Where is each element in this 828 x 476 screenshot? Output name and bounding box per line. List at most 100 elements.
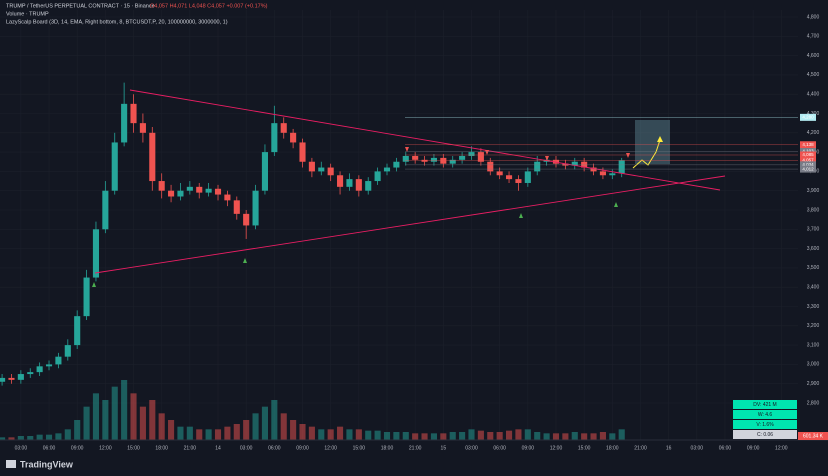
candle-body	[290, 132, 297, 143]
candle-body	[515, 179, 522, 183]
candle-body	[0, 377, 6, 382]
volume-bar	[618, 429, 625, 440]
price-tag: 4,138	[802, 142, 814, 147]
candle-body	[393, 161, 400, 168]
candle-body	[449, 159, 456, 164]
candle-body	[402, 155, 409, 162]
candle-body	[459, 155, 466, 160]
volume-bar	[186, 426, 193, 440]
volume-bar	[0, 437, 6, 440]
volume-bar	[139, 406, 146, 440]
candle-body	[261, 152, 269, 191]
volume-bar	[327, 429, 334, 440]
volume-bar	[74, 420, 81, 440]
candle-body	[468, 152, 475, 156]
volume-bar	[337, 426, 344, 440]
price-tag: 4,057	[802, 158, 814, 163]
y-tick-label: 3,100	[807, 342, 820, 348]
y-tick-label: 3,700	[807, 227, 820, 233]
y-tick-label: 4,400	[807, 92, 820, 98]
y-tick-label: 4,300	[807, 111, 820, 117]
candle-body	[477, 152, 484, 162]
volume-bar	[487, 432, 494, 440]
candle-body	[412, 155, 419, 160]
candle-body	[158, 181, 165, 191]
candle-body	[149, 132, 156, 182]
x-tick-label: 21:00	[409, 445, 422, 451]
brand[interactable]: TradingView	[20, 459, 74, 469]
candle-body	[505, 175, 513, 180]
volume-bar	[214, 429, 222, 440]
volume-bar	[168, 420, 175, 440]
y-tick-label: 3,900	[807, 188, 820, 194]
candle-body	[252, 190, 259, 226]
price-tag: 4,034	[802, 162, 814, 167]
candle-body	[45, 364, 53, 367]
y-tick-label: 3,800	[807, 207, 820, 213]
volume-bar	[45, 434, 53, 440]
volume-bar	[552, 433, 560, 440]
grid	[0, 10, 798, 440]
volume-bar	[111, 386, 118, 440]
candle-body	[74, 316, 81, 346]
volume-bar	[308, 426, 315, 440]
candle-body	[337, 175, 344, 187]
x-tick-label: 21:00	[184, 445, 197, 451]
price-tag: 4,103	[802, 149, 814, 154]
volume-bar	[299, 424, 306, 440]
candle-body	[27, 372, 34, 375]
symbol: TRUMP / TetherUS PERPETUAL CONTRACT · 15…	[6, 3, 155, 9]
y-tick-label: 4,600	[807, 53, 820, 59]
x-tick-label: 03:00	[15, 445, 28, 451]
volume-bar	[64, 429, 71, 440]
brand-logo	[6, 460, 16, 468]
candle-body	[355, 179, 362, 191]
x-tick-label: 06:00	[493, 445, 506, 451]
candle-body	[430, 157, 437, 162]
candle-body	[327, 167, 334, 176]
volume-bar	[92, 393, 100, 440]
volume-bar	[505, 430, 513, 440]
candle-body	[224, 194, 231, 201]
y-tick-label: 3,200	[807, 323, 820, 329]
x-tick-label: 09:00	[296, 445, 309, 451]
y-tick-label: 3,400	[807, 285, 820, 291]
x-tick-label: 09:00	[522, 445, 535, 451]
price-tag-bg	[800, 113, 816, 121]
candle-body	[609, 173, 616, 176]
x-tick-label: 09:00	[747, 445, 760, 451]
x-tick-label: 15:00	[353, 445, 366, 451]
board-text: W: 4.6	[758, 412, 773, 418]
candle-body	[318, 167, 325, 172]
volume-layer	[0, 380, 625, 440]
volume-bar	[102, 400, 109, 440]
x-tick-label: 12:00	[775, 445, 788, 451]
candle-body	[196, 186, 203, 193]
y-tick-label: 3,500	[807, 265, 820, 271]
volume-title: Volume · TRUMP	[6, 11, 49, 17]
candle-body	[299, 142, 306, 162]
volume-bar	[393, 432, 400, 440]
volume-bar	[590, 433, 597, 440]
x-tick-label: 18:00	[606, 445, 619, 451]
candle-body	[590, 167, 597, 172]
volume-bar	[459, 432, 466, 440]
candle-body	[365, 181, 372, 191]
price-axis	[798, 0, 828, 440]
y-tick-label: 3,300	[807, 304, 820, 310]
price-tag-bg	[800, 151, 816, 159]
x-tick-label: 03:00	[465, 445, 478, 451]
candle-body	[383, 167, 391, 172]
volume-bar	[383, 432, 391, 440]
candle-body	[374, 171, 381, 182]
buy-markers	[92, 202, 618, 287]
volume-tag-bg	[798, 432, 828, 440]
trend-line	[129, 89, 721, 191]
volume-bar	[8, 437, 15, 440]
x-tick-label: 15:00	[127, 445, 140, 451]
candle-body	[102, 190, 109, 230]
volume-bar	[374, 430, 381, 440]
x-tick-label: 18:00	[381, 445, 394, 451]
volume-bar	[515, 429, 522, 440]
volume-bar	[440, 433, 447, 440]
